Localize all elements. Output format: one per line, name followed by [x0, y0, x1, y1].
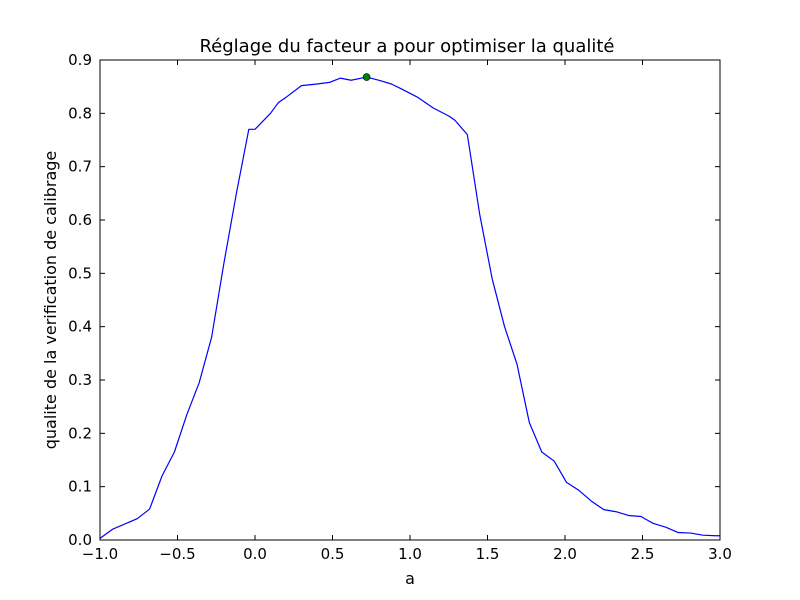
y-tick-label: 0.2	[68, 424, 92, 442]
y-tick-label: 0.6	[68, 211, 92, 229]
chart-title: Réglage du facteur a pour optimiser la q…	[199, 36, 614, 57]
y-tick-label: 0.0	[68, 531, 92, 549]
y-tick-label: 0.1	[68, 478, 92, 496]
x-tick-label: 0.5	[321, 545, 345, 563]
y-tick-label: 0.9	[68, 51, 92, 69]
y-tick-label: 0.3	[68, 371, 92, 389]
x-axis-label: a	[405, 569, 415, 588]
optimum-marker	[362, 73, 371, 81]
y-tick-label: 0.8	[68, 104, 92, 122]
series-line-0	[99, 76, 720, 539]
y-tick-label: 0.4	[68, 318, 92, 336]
x-tick-label: 0.0	[243, 545, 267, 563]
y-tick-label: 0.5	[68, 264, 92, 282]
x-tick-label: 3.0	[708, 545, 732, 563]
x-tick-label: 2.0	[553, 545, 577, 563]
x-tick-label: 2.5	[631, 545, 655, 563]
x-tick-label: −1.0	[82, 545, 118, 563]
x-tick-label: −0.5	[159, 545, 195, 563]
plot-area: −1.0 −0.5 0.0 0.5 1.0 1.5 2.0 2.5 3.0 0.0 0.1 0.2 0.…	[68, 51, 732, 563]
y-tick-label: 0.7	[68, 158, 92, 176]
x-tick-label: 1.0	[398, 545, 422, 563]
x-tick-label: 1.5	[476, 545, 500, 563]
y-axis-label: qualite de la verification de calibrage	[41, 151, 60, 449]
